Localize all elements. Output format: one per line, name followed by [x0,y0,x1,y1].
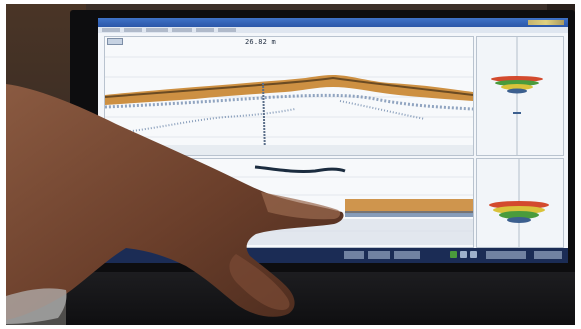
laptop-keyboard-edge [66,272,575,325]
scatter-layer-1 [105,93,473,111]
legend-band-red [491,76,543,82]
middle-finger [229,254,290,310]
volume-icon [470,251,477,258]
status-chip-1 [344,251,364,259]
depth-histogram-top [476,36,564,156]
tray-indicator [486,251,526,259]
menu-item-view[interactable] [146,28,168,32]
histogram-bottom-plot [489,159,549,247]
surface-trace [254,165,346,173]
menu-item-options[interactable] [172,28,192,32]
legend-band-blue [507,88,527,94]
depth-histogram-bottom [476,158,564,248]
index-finger-highlight [261,192,341,220]
status-chip-3 [394,251,420,259]
menubar [98,27,568,33]
seabed-echo-top [105,75,473,105]
range-readout: 26.82 m [245,38,276,46]
hand-skin [6,84,344,320]
seabed-edge-bottom [345,211,473,217]
scatter-layer-2 [114,108,296,134]
window-titlebar [98,18,568,27]
menu-item-file[interactable] [102,28,120,32]
status-ok-icon [450,251,457,258]
photo: 26.82 m [6,4,575,325]
echogram-top-plot [105,56,473,155]
status-chip-2 [368,251,390,259]
seabed-edge-top [105,76,473,98]
sleeve-cuff [6,288,67,324]
menu-item-edit[interactable] [124,28,142,32]
seabed-echo-bottom [345,199,473,213]
clock [534,251,562,259]
legend-band-blue-bottom [507,217,531,223]
menu-item-window[interactable] [196,28,214,32]
legend-band-green [495,80,539,86]
network-icon [460,251,467,258]
event-marker [262,82,266,155]
window-title-icon [528,20,564,25]
legend-band-green-bottom [499,211,539,219]
menu-item-help[interactable] [218,28,236,32]
echogram-top: 26.82 m [104,36,474,156]
histogram-top-plot [491,37,543,155]
scatter-layer-3 [339,100,426,120]
noise-band-top [105,145,473,155]
pointing-hand [6,84,344,324]
channel-tag [107,38,123,45]
legend-band-yellow [501,84,533,90]
